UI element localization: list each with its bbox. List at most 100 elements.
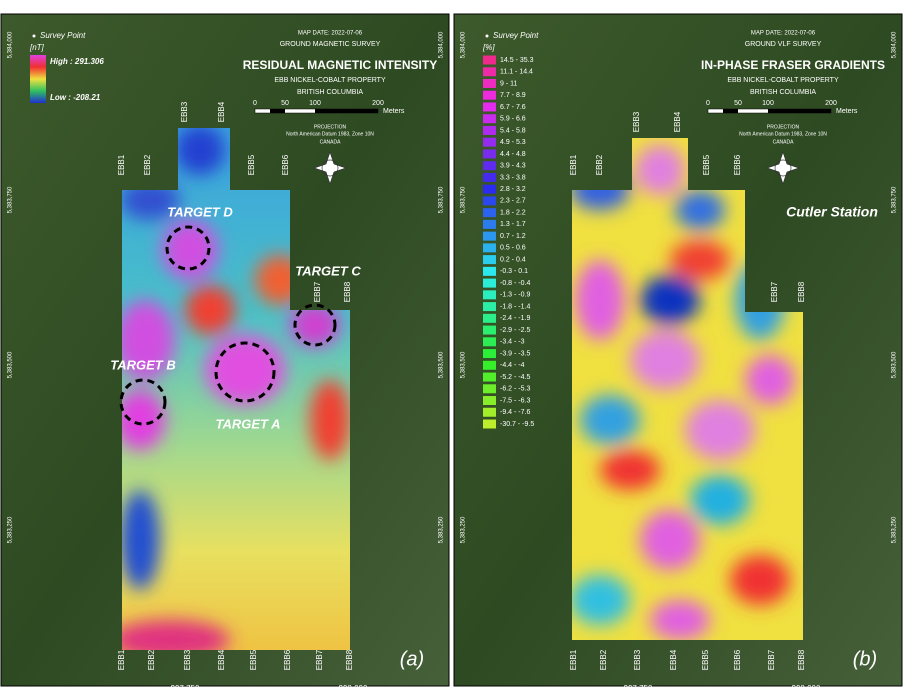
survey-name: GROUND MAGNETIC SURVEY [280, 41, 381, 48]
survey-line-label: EBB2 [599, 649, 608, 670]
legend-swatch [483, 78, 496, 88]
legend-swatch [483, 231, 496, 241]
legend-class: -9.4 - -7.6 [500, 409, 530, 416]
country: CANADA [320, 139, 342, 145]
legend-swatch [483, 90, 496, 100]
legend-class: -1.8 - -1.4 [500, 303, 530, 310]
legend-swatch [483, 149, 496, 159]
legend-swatch [483, 243, 496, 253]
survey-line-label: EBB3 [183, 649, 192, 670]
legend-swatch [483, 360, 496, 370]
x-coordinate: 398,000 [339, 684, 368, 693]
country: CANADA [773, 139, 795, 145]
survey-line-label: EBB2 [143, 154, 152, 175]
scale-unit: Meters [383, 108, 405, 115]
legend-class: -5.2 - -4.5 [500, 374, 530, 381]
legend-class: 2.3 - 2.7 [500, 198, 526, 205]
survey-line-label: EBB1 [569, 154, 578, 175]
legend-swatch [483, 372, 496, 382]
y-coordinate: 5,383,250 [8, 516, 14, 543]
legend-swatch [483, 255, 496, 265]
legend-class: 3.9 - 4.3 [500, 163, 526, 170]
legend-swatch [483, 55, 496, 65]
survey-line-label: EBB8 [343, 281, 352, 302]
legend-swatch [483, 266, 496, 276]
survey-line-label: EBB5 [249, 649, 258, 670]
scale-bar-segment [723, 109, 738, 113]
survey-line-label: EBB7 [770, 281, 779, 302]
survey-line-label: EBB6 [733, 154, 742, 175]
scale-label: 100 [309, 100, 321, 107]
legend-swatch [483, 196, 496, 206]
property-name: EBB NICKEL-COBALT PROPERTY [274, 77, 386, 84]
magnetic-grid [122, 128, 350, 650]
north-arrow [312, 150, 348, 186]
y-coordinate: 5,384,000 [461, 31, 467, 58]
survey-line-label: EBB3 [633, 649, 642, 670]
legend-class: -0.3 - 0.1 [500, 268, 528, 275]
survey-line-label: EBB8 [345, 649, 354, 670]
y-coordinate: 5,383,750 [8, 186, 14, 213]
y-coordinate: 5,383,500 [439, 351, 445, 378]
legend-class: -6.2 - -5.3 [500, 386, 530, 393]
legend-survey-point: Survey Point [40, 31, 86, 40]
survey-line-label: EBB6 [281, 154, 290, 175]
survey-line-label: EBB7 [315, 649, 324, 670]
legend-swatch [483, 184, 496, 194]
survey-line-label: EBB4 [217, 101, 226, 122]
target-label: TARGET A [216, 416, 281, 431]
property-name: EBB NICKEL-COBALT PROPERTY [727, 77, 839, 84]
survey-line-label: EBB1 [117, 649, 126, 670]
legend-class: 7.7 - 8.9 [500, 92, 526, 99]
survey-line-label: EBB2 [595, 154, 604, 175]
survey-line-label: EBB5 [247, 154, 256, 175]
scale-unit: Meters [836, 108, 858, 115]
legend-swatch [483, 290, 496, 300]
legend-swatch [483, 114, 496, 124]
target-circle [293, 303, 337, 347]
scale-label: 200 [372, 100, 384, 107]
y-coordinate: 5,383,500 [8, 351, 14, 378]
survey-line-label: EBB7 [767, 649, 776, 670]
map-title: RESIDUAL MAGNETIC INTENSITY [243, 58, 437, 72]
legend-class: 0.5 - 0.6 [500, 245, 526, 252]
legend-swatch [483, 349, 496, 359]
legend-class: 5.4 - 5.8 [500, 127, 526, 134]
y-coordinate: 5,383,750 [439, 186, 445, 213]
legend-swatch [483, 172, 496, 182]
legend-high: High : 291.306 [50, 57, 104, 66]
province: BRITISH COLUMBIA [750, 89, 816, 96]
datum: North American Datum 1983, Zone 10N [286, 131, 374, 137]
panel-label: (a) [400, 648, 424, 670]
legend-swatch [483, 125, 496, 135]
y-coordinate: 5,383,250 [461, 516, 467, 543]
legend-survey-point: Survey Point [493, 31, 539, 40]
legend-class: 14.5 - 35.3 [500, 57, 534, 64]
station-label: Cutler Station [786, 204, 878, 220]
survey-line-label: EBB5 [701, 649, 710, 670]
north-arrow-ring [321, 159, 339, 177]
scale-label: 50 [281, 100, 289, 107]
survey-line-label: EBB1 [117, 154, 126, 175]
legend-swatch [483, 337, 496, 347]
legend-class: -0.8 - -0.4 [500, 280, 530, 287]
legend-class: -1.3 - -0.9 [500, 292, 530, 299]
scale-label: 200 [825, 100, 837, 107]
legend-swatch [483, 419, 496, 429]
north-arrow [765, 150, 801, 186]
legend-swatch [483, 313, 496, 323]
y-coordinate: 5,383,250 [439, 516, 445, 543]
projection: PROJECTION [767, 124, 800, 130]
legend-unit: [%] [482, 43, 495, 52]
target-label: TARGET C [295, 263, 361, 278]
legend-class: 6.7 - 7.6 [500, 104, 526, 111]
map-title: IN-PHASE FRASER GRADIENTS [701, 58, 885, 72]
legend-swatch [483, 407, 496, 417]
x-coordinate: 398,000 [792, 684, 821, 693]
target-label: TARGET B [110, 357, 175, 372]
legend-class: 11.1 - 14.4 [500, 69, 533, 76]
projection: PROJECTION [314, 124, 347, 130]
x-coordinate: 398,000 [792, 2, 821, 11]
target-label: TARGET D [167, 204, 233, 219]
legend-class: 4.9 - 5.3 [500, 139, 526, 146]
